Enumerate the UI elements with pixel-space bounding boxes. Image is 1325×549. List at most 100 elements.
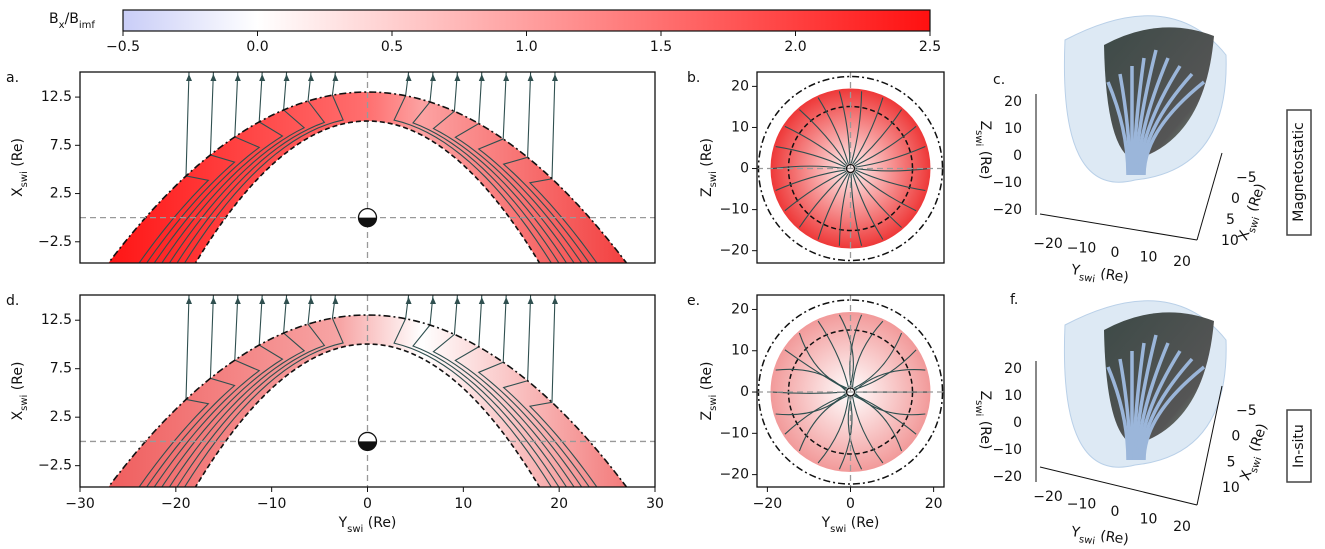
y-axis-label: Yswi (Re) [1069,524,1130,549]
flux-tube [1118,358,1132,461]
field-line [838,91,851,164]
x-axis-label-part: Y [821,515,831,531]
zticks-label: 10 [1004,121,1022,137]
field-line [138,295,210,487]
y-axis-label: Zswi (Re) [699,138,719,197]
y-axis-label-part: Z [699,187,715,197]
colorbar-label: Bx/Bimf [49,11,95,31]
field-line [850,91,863,164]
xticks-label: 0 [1231,429,1240,445]
xticks-label: 10 [1221,233,1239,249]
colorbar-tick-label: 2.0 [784,39,806,55]
field-line [432,295,568,487]
field-line [161,295,284,487]
xticks-label: 5 [1226,212,1235,228]
field-line [798,395,848,452]
field-arrow [259,74,266,81]
field-arrow [454,297,461,304]
colorbar-tick-label: 0.5 [381,39,403,55]
flux-tube [1140,357,1194,461]
y-tick-label: −2.5 [38,234,72,250]
x-axis-label-part: (Re) [1245,422,1270,458]
field-line [855,146,926,168]
yticks-label: −10 [1067,241,1097,257]
field-line [393,72,552,263]
field-line [855,169,926,192]
row-label: Magnetostatic [1291,122,1307,222]
y-tick-label: −10 [719,425,749,441]
field-arrow [552,74,558,81]
x-tick-label: 10 [454,496,472,512]
xticks-label: 10 [1222,480,1240,496]
x-axis-label-part: swi [347,524,363,535]
plot-area [80,295,655,487]
field-line [798,332,848,389]
yticks-label: −10 [1067,497,1097,513]
colorbar-tick-label: 1.0 [515,39,537,55]
field-line [798,171,848,228]
axis-line [1039,213,1198,241]
plot-frame [756,71,945,264]
y-axis-label-part: swi [1078,272,1096,285]
x-axis-label-part: swi [1248,456,1263,475]
y-tick-label: 12.5 [41,312,72,328]
panel-label: e. [687,293,700,309]
axis-line [1039,466,1198,506]
z-axis-label-part: (Re) [977,416,993,449]
field-arrow [186,297,192,304]
magnetosheath [108,315,627,487]
field-line [168,295,306,487]
xticks-label: 0 [1231,191,1240,207]
field-line [817,320,849,388]
y-tick-label: 0 [740,161,749,177]
x-tick-label: −20 [753,496,783,512]
flux-tube [1138,350,1182,461]
x-tick-label: 30 [646,496,664,512]
xticks-label: −5 [1236,403,1257,419]
field-line [146,72,236,263]
field-line [138,72,210,263]
field-arrow [283,297,290,304]
field-line [528,72,598,263]
field-arrow [503,297,510,304]
y-axis-label-part: Y [1069,524,1081,541]
field-line [854,394,917,435]
zticks-label: 20 [1004,361,1022,377]
colorbar-tick-label: 0.0 [246,39,268,55]
zticks-label: −20 [992,469,1022,485]
field-arrow [332,74,339,81]
bow-shock [107,314,628,487]
flux-tube [1136,57,1170,176]
field-line [852,172,884,240]
y-axis-label-part: (Re) [1095,265,1130,285]
x-tick-label: −30 [65,496,95,512]
field-line [772,165,846,170]
y-axis-label-part: (Re) [10,138,26,171]
field-line [412,72,560,263]
field-line [784,125,847,167]
zticks-label: 0 [1013,415,1022,431]
y-tick-label: −10 [719,202,749,218]
field-line [153,72,261,263]
field-arrow [405,297,412,304]
field-line [853,395,903,452]
field-arrow [527,74,534,81]
field-line [852,97,884,165]
y-tick-label: 0 [740,384,749,400]
y-axis-label-part: (Re) [1095,527,1130,547]
yticks-label: −20 [1033,489,1063,505]
field-arrow [454,74,461,81]
z-axis-label-part: swi [974,130,985,146]
field-line [853,172,902,228]
flux-tube [1140,72,1194,176]
y-tick-label: 7.5 [50,361,72,377]
field-arrow [210,74,217,81]
z-axis-label-part: (Re) [977,146,993,179]
zticks-label: −10 [992,175,1022,191]
field-line [853,109,903,166]
magnetosheath [108,92,627,263]
surface [1063,300,1227,468]
flux-tube [1136,342,1170,461]
yticks-label: 20 [1173,519,1191,535]
y-axis-label-part: (Re) [699,362,715,395]
